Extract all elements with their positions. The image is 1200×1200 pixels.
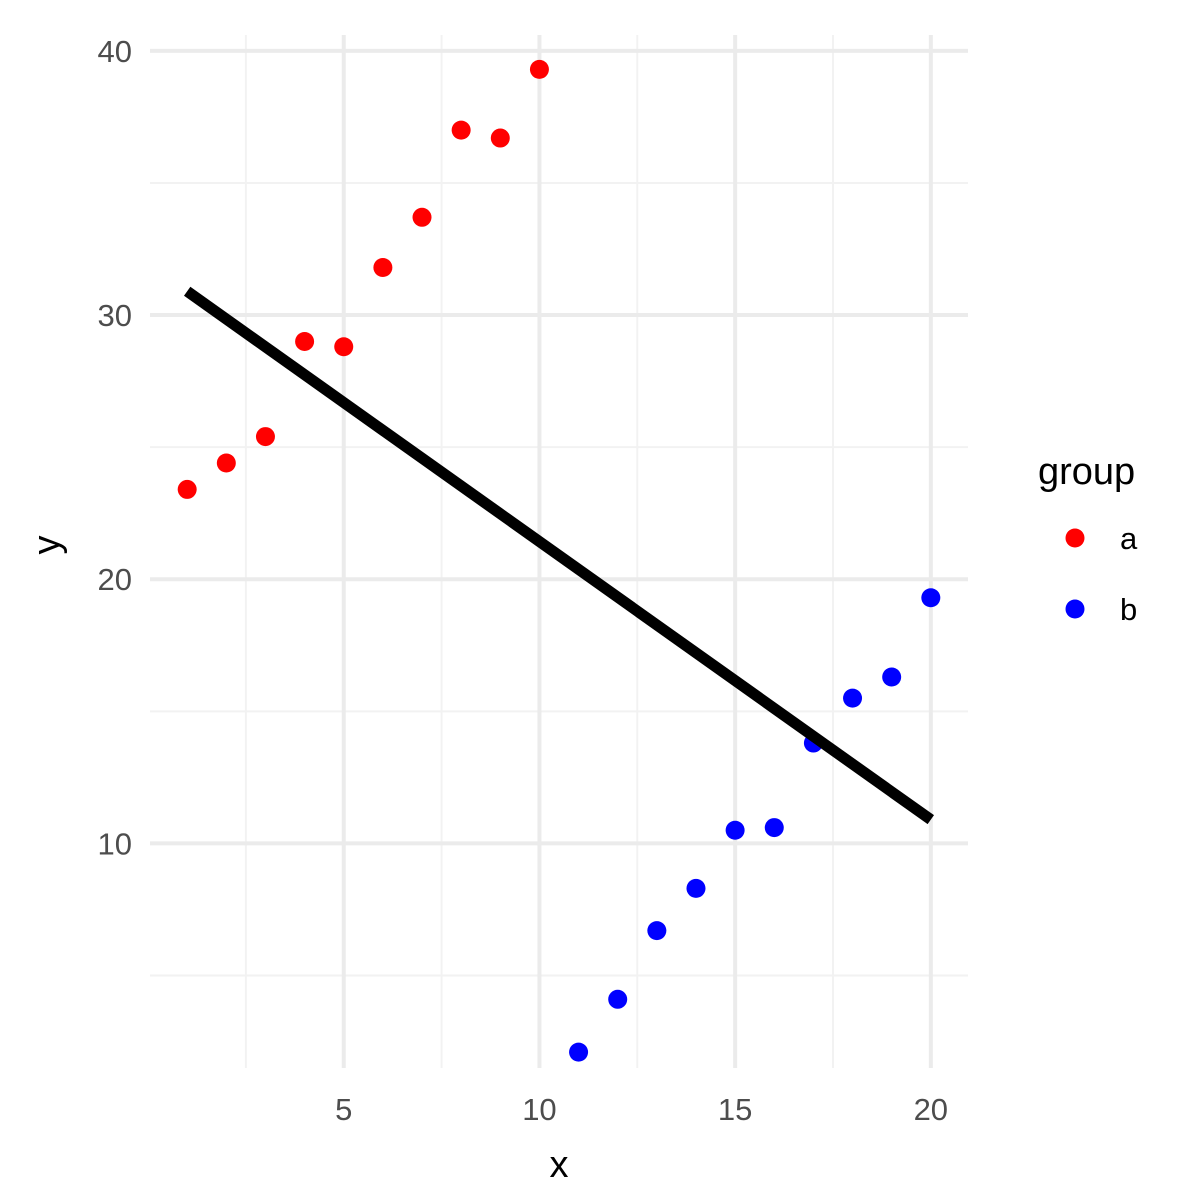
x-tick-label: 10 [522, 1092, 556, 1127]
y-tick-label: 40 [98, 34, 132, 69]
y-tick-label: 30 [98, 298, 132, 333]
data-point-a [255, 427, 275, 447]
legend-entries: ab [1065, 521, 1138, 627]
data-point-b [921, 588, 941, 608]
minor-gridlines [150, 35, 968, 1068]
y-tick-label: 20 [98, 562, 132, 597]
data-point-a [490, 128, 510, 148]
data-point-b [764, 818, 784, 838]
data-point-b [647, 921, 667, 941]
data-point-a [451, 120, 471, 140]
x-axis-tick-labels: 5 10 15 20 [335, 1092, 948, 1127]
trend-line [183, 286, 935, 825]
major-gridlines [150, 35, 968, 1068]
legend-key-b [1065, 599, 1085, 619]
x-axis-title: x [550, 1144, 569, 1186]
data-point-a [216, 453, 236, 473]
legend: group ab [1038, 451, 1138, 627]
data-point-b [725, 820, 745, 840]
legend-label-b: b [1120, 592, 1137, 627]
x-tick-label: 20 [914, 1092, 948, 1127]
legend-title: group [1038, 451, 1135, 493]
data-point-a [529, 59, 549, 79]
data-point-a [177, 479, 197, 499]
trend-line-layer [183, 286, 935, 825]
data-point-a [334, 337, 354, 357]
data-point-a [295, 331, 315, 351]
legend-label-a: a [1120, 521, 1138, 556]
y-axis-title: y [26, 536, 68, 555]
data-point-b [882, 667, 902, 687]
x-tick-label: 5 [335, 1092, 352, 1127]
data-points [177, 59, 941, 1062]
data-point-a [412, 207, 432, 227]
data-point-b [686, 878, 706, 898]
data-point-b [608, 989, 628, 1009]
y-tick-label: 10 [98, 826, 132, 861]
data-point-b [843, 688, 863, 708]
legend-key-a [1065, 528, 1085, 548]
y-axis-tick-labels: 10 20 30 40 [98, 34, 132, 862]
x-tick-label: 15 [718, 1092, 752, 1127]
data-point-b [569, 1042, 589, 1062]
data-point-a [373, 257, 393, 277]
